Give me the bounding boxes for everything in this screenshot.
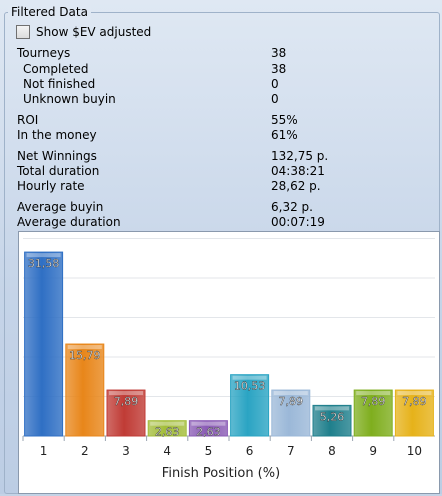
- bar-highlight: [232, 375, 267, 380]
- bar-position-10: [394, 389, 434, 437]
- stat-label-hourly-rate: Hourly rate: [17, 179, 85, 193]
- bar-value-label: 7,89: [361, 395, 386, 408]
- finish-position-chart: 31,58 15,79 7,89 2,63 2,63 10,53 7,89 5,26 7,89 7…: [18, 231, 440, 494]
- stat-value-unknown-buyin: 0: [271, 92, 279, 106]
- group-title: Filtered Data: [8, 4, 91, 20]
- stat-value-completed: 38: [271, 62, 287, 76]
- stat-value-hourly-rate: 28,62 p.: [271, 179, 321, 193]
- chart-svg: 31,58 15,79 7,89 2,63 2,63 10,53 7,89 5,26 7,89 7…: [22, 238, 435, 481]
- stat-label-roi: ROI: [17, 113, 39, 127]
- bar-value-label: 5,26: [320, 410, 345, 423]
- bar-value-label: 7,89: [114, 395, 139, 408]
- bar-value-label: 2,63: [196, 426, 221, 439]
- stat-label-completed: Completed: [23, 62, 89, 76]
- bar-highlight: [397, 391, 432, 396]
- x-tick-label: 7: [287, 444, 295, 458]
- bar-position-7: [271, 389, 311, 437]
- stat-value-net-winnings: 132,75 p.: [271, 149, 329, 163]
- stat-label-average-buyin: Average buyin: [17, 200, 104, 214]
- bar-value-label: 7,89: [279, 395, 304, 408]
- show-ev-adjusted-checkbox[interactable]: Show $EV adjusted: [16, 24, 151, 40]
- bar-position-5: [188, 420, 228, 437]
- checkbox-label: Show $EV adjusted: [36, 25, 152, 39]
- bar-position-8: [312, 404, 352, 437]
- stat-value-in-the-money: 61%: [271, 128, 298, 142]
- stat-value-average-buyin: 6,32 p.: [271, 200, 313, 214]
- bar-value-label: 7,89: [402, 395, 427, 408]
- bar-highlight: [150, 421, 185, 426]
- bar-value-label: 10,53: [234, 380, 266, 393]
- x-tick-label: 10: [407, 444, 422, 458]
- stat-label-net-winnings: Net Winnings: [17, 149, 97, 163]
- stat-value-total-duration: 04:38:21: [271, 164, 325, 178]
- bar-highlight: [356, 391, 391, 396]
- x-axis-label: Finish Position (%): [162, 466, 280, 481]
- x-tick-label: 3: [122, 444, 130, 458]
- checkbox-box[interactable]: [16, 25, 30, 39]
- bar-highlight: [26, 253, 61, 258]
- bar-value-label: 15,79: [69, 349, 101, 362]
- stat-label-average-duration: Average duration: [17, 215, 121, 229]
- bar-highlight: [273, 391, 308, 396]
- bar-value-label: 31,58: [28, 257, 60, 270]
- bar-position-2: [65, 343, 105, 437]
- bar-highlight: [109, 391, 143, 396]
- x-tick-label: 1: [40, 444, 48, 458]
- x-tick-label: 4: [163, 444, 171, 458]
- bar-position-4: [147, 420, 187, 437]
- bar-highlight: [67, 345, 102, 350]
- x-tick-label: 6: [246, 444, 254, 458]
- bar-highlight: [191, 421, 226, 426]
- stat-value-average-duration: 00:07:19: [271, 215, 325, 229]
- x-tick-label: 2: [81, 444, 89, 458]
- bar-position-9: [353, 389, 393, 437]
- x-tick-label: 8: [328, 444, 336, 458]
- stat-value-not-finished: 0: [271, 77, 279, 91]
- bar-position-1: [24, 251, 64, 437]
- bar-value-label: 2,63: [155, 426, 180, 439]
- stat-label-unknown-buyin: Unknown buyin: [23, 92, 116, 106]
- stat-label-not-finished: Not finished: [23, 77, 96, 91]
- stat-value-roi: 55%: [271, 113, 298, 127]
- stat-label-tourneys: Tourneys: [17, 46, 71, 60]
- stat-label-in-the-money: In the money: [17, 128, 97, 142]
- stat-value-tourneys: 38: [271, 46, 287, 60]
- bar-position-6: [230, 374, 270, 437]
- stat-label-total-duration: Total duration: [17, 164, 100, 178]
- bar-highlight: [315, 406, 349, 411]
- x-tick-label: 9: [369, 444, 377, 458]
- x-tick-label: 5: [205, 444, 213, 458]
- bar-position-3: [106, 389, 146, 437]
